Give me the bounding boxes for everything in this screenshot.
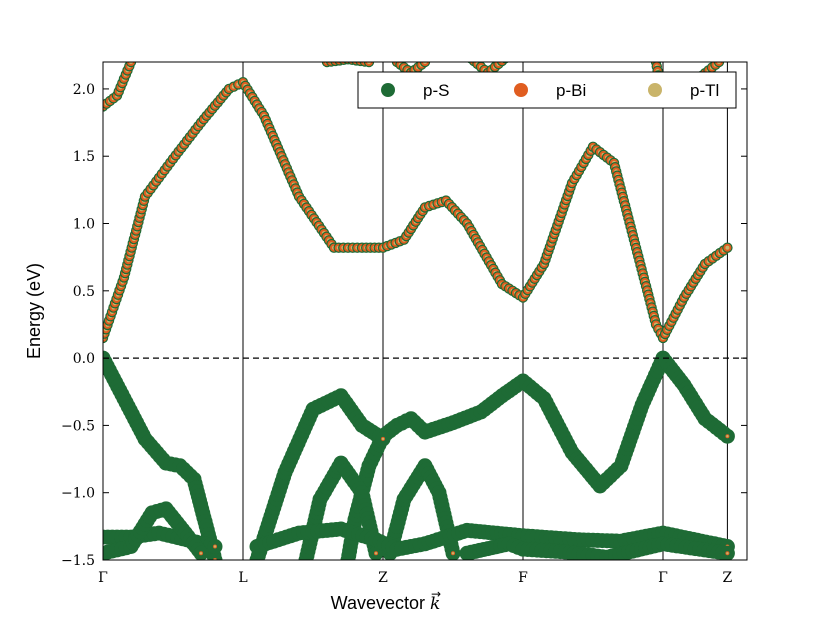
x-tick-label: Γ	[658, 570, 668, 586]
x-axis-label-text: Wavevector	[331, 593, 425, 613]
marker-p-Tl	[726, 552, 729, 555]
x-tick-label: Γ	[98, 570, 108, 586]
x-tick-label: Z	[378, 570, 388, 586]
x-tick-label: L	[238, 570, 247, 586]
y-axis-ticks: −1.5 −1.0 −0.5 0.0 0.5 1.0 1.5 2.0	[61, 82, 747, 569]
y-tick-label: 1.0	[73, 217, 95, 233]
marker-p-S	[207, 552, 223, 560]
marker-p-Tl	[374, 552, 378, 555]
marker-p-Tl	[350, 58, 354, 62]
marker-p-S	[462, 50, 472, 60]
marker-p-Tl	[381, 437, 385, 441]
y-axis-label: Energy (eV)	[24, 263, 44, 359]
x-axis-label: Wavevector k →	[331, 587, 441, 614]
band-valence-1	[103, 350, 223, 560]
marker-p-Bi	[463, 51, 471, 59]
y-tick-label: 0.0	[73, 351, 95, 367]
marker-p-Tl	[451, 552, 455, 555]
marker-p-S	[504, 50, 514, 60]
y-tick-label: −0.5	[61, 418, 95, 434]
band-conduction-1	[103, 77, 733, 344]
y-tick-label: 1.5	[73, 149, 95, 165]
legend-marker	[381, 83, 395, 97]
marker-p-Tl	[725, 245, 730, 250]
marker-p-Bi	[498, 62, 506, 66]
plot-frame	[102, 61, 748, 561]
marker-p-Tl	[469, 56, 473, 60]
symmetry-lines	[242, 62, 728, 560]
legend-box	[357, 71, 737, 109]
vector-arrow-icon: →	[431, 587, 441, 601]
legend-label: p-Tl	[690, 81, 719, 100]
y-tick-label: 0.5	[73, 284, 95, 300]
marker-p-Bi	[469, 62, 472, 63]
marker-p-Tl	[342, 58, 346, 62]
band-markers	[103, 50, 735, 560]
x-tick-label: F	[518, 570, 528, 586]
band-valence-7	[103, 501, 209, 560]
svg-text:Wavevector: Wavevector	[331, 593, 425, 613]
marker-p-Bi	[505, 51, 513, 59]
band-conduction-3	[321, 57, 375, 68]
band-valence-8	[249, 521, 735, 557]
legend: p-S p-Bi p-Tl	[357, 71, 737, 109]
marker-p-Tl	[199, 552, 203, 555]
legend-marker	[514, 83, 528, 97]
y-tick-label: 2.0	[73, 82, 95, 98]
y-tick-label: −1.0	[61, 486, 95, 502]
legend-label: p-Bi	[556, 81, 586, 100]
marker-p-Tl	[465, 53, 469, 57]
marker-p-Tl	[504, 56, 508, 60]
marker-p-Tl	[726, 435, 729, 438]
marker-p-Tl	[507, 53, 511, 57]
band-valence-3	[249, 388, 391, 560]
x-axis-label-symbol: k	[430, 594, 440, 614]
y-tick-label: −1.5	[61, 553, 95, 569]
legend-label: p-S	[423, 81, 449, 100]
marker-p-Bi	[504, 62, 507, 63]
marker-p-Tl	[346, 57, 350, 61]
marker-p-Tl	[213, 545, 217, 548]
x-tick-label: Z	[723, 570, 733, 586]
band-valence-9	[459, 536, 735, 560]
band-conduction-2	[103, 62, 137, 112]
legend-marker	[648, 83, 662, 97]
